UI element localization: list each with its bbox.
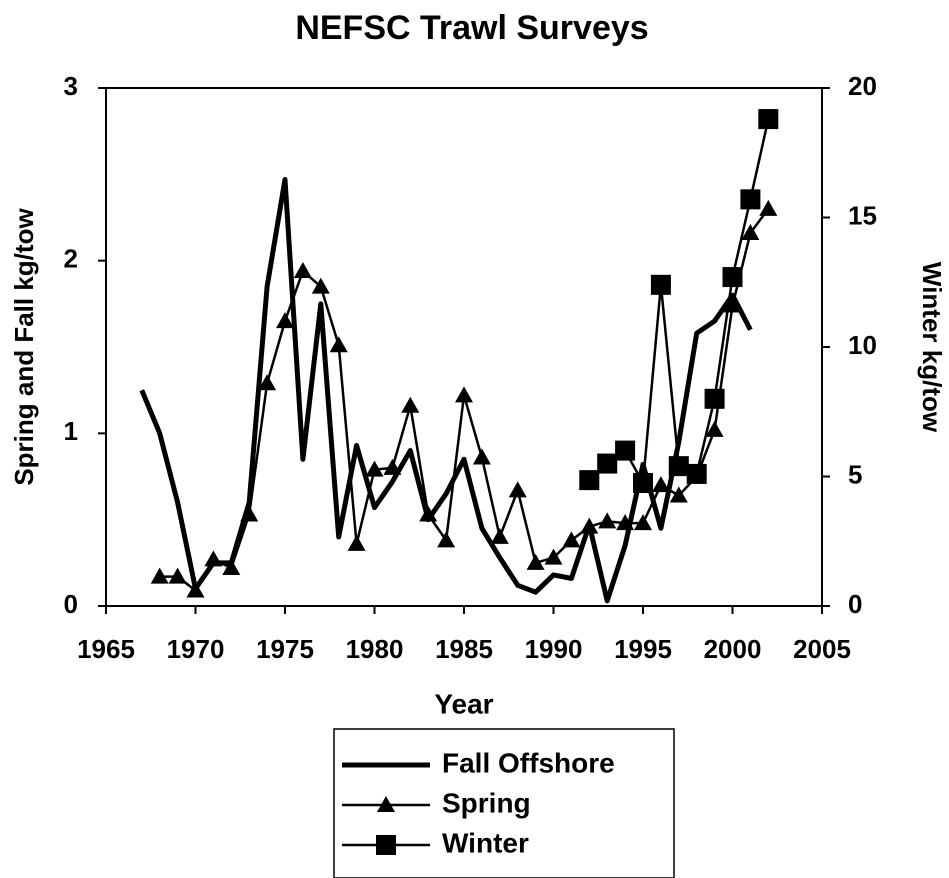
marker-triangle	[705, 420, 724, 437]
chart-title: NEFSC Trawl Surveys	[295, 9, 648, 47]
x-tick-label: 1975	[256, 634, 314, 664]
y-axis-label: Spring and Fall kg/tow	[9, 208, 39, 486]
legend-label: Spring	[442, 787, 531, 818]
marker-triangle	[383, 458, 402, 475]
y2-tick-label: 20	[848, 71, 877, 101]
marker-triangle	[168, 567, 187, 584]
marker-triangle	[186, 581, 205, 598]
marker-triangle	[598, 512, 617, 529]
marker-triangle	[508, 481, 527, 498]
marker-square	[579, 470, 600, 491]
marker-square	[704, 388, 725, 409]
marker-triangle	[329, 336, 348, 353]
marker-triangle	[401, 396, 420, 413]
x-tick-label: 1995	[614, 634, 672, 664]
y2-tick-label: 0	[848, 589, 862, 619]
x-tick-label: 1965	[77, 634, 135, 664]
marker-square	[376, 835, 396, 855]
marker-triangle	[544, 548, 563, 565]
marker-triangle	[580, 517, 599, 534]
marker-triangle	[365, 460, 384, 477]
x-tick-label: 1985	[435, 634, 493, 664]
marker-square	[740, 189, 761, 210]
legend-label: Fall Offshore	[442, 747, 615, 778]
marker-triangle	[759, 199, 778, 216]
marker-triangle	[455, 386, 473, 403]
marker-square	[686, 463, 707, 484]
marker-triangle	[437, 531, 456, 548]
marker-triangle	[377, 796, 395, 812]
x-axis-label: Year	[434, 688, 493, 719]
y-tick-label: 2	[64, 244, 78, 274]
marker-triangle	[651, 476, 670, 493]
marker-square	[615, 440, 636, 461]
marker-triangle	[276, 312, 294, 329]
marker-triangle	[293, 262, 312, 279]
marker-triangle	[311, 277, 330, 294]
marker-triangle	[616, 514, 635, 531]
marker-triangle	[204, 550, 223, 567]
marker-square	[633, 472, 653, 493]
y2-tick-label: 5	[848, 459, 862, 489]
marker-square	[722, 267, 743, 288]
marker-triangle	[472, 448, 491, 465]
y2-axis-label: Winter kg/tow	[917, 262, 947, 433]
marker-triangle	[490, 527, 509, 544]
y-tick-label: 0	[64, 589, 78, 619]
y-tick-label: 1	[64, 416, 78, 446]
marker-square	[668, 456, 689, 477]
marker-square	[758, 109, 779, 130]
legend-label: Winter	[442, 827, 529, 858]
x-tick-label: 1970	[167, 634, 225, 664]
y2-tick-label: 10	[848, 330, 877, 360]
y-tick-label: 3	[64, 71, 78, 101]
plot-frame	[105, 87, 823, 607]
marker-triangle	[562, 531, 581, 548]
marker-triangle	[419, 505, 438, 522]
marker-triangle	[240, 505, 259, 522]
marker-triangle	[669, 486, 688, 503]
marker-square	[650, 274, 671, 295]
marker-triangle	[634, 514, 652, 531]
x-tick-label: 2000	[704, 634, 762, 664]
marker-triangle	[258, 374, 277, 391]
marker-triangle	[741, 224, 760, 241]
x-tick-label: 2005	[793, 634, 851, 664]
marker-square	[597, 453, 618, 474]
marker-triangle	[526, 553, 545, 570]
marker-triangle	[222, 559, 241, 576]
marker-triangle	[347, 534, 366, 551]
y2-tick-label: 15	[848, 200, 877, 230]
x-tick-label: 1990	[525, 634, 583, 664]
marker-triangle	[150, 567, 169, 584]
x-tick-label: 1980	[346, 634, 404, 664]
